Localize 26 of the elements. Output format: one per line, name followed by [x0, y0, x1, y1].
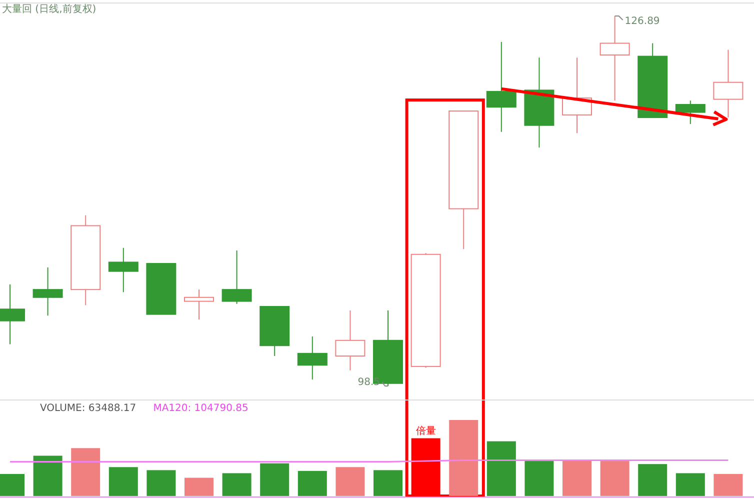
annotation: 98.5 [358, 377, 380, 388]
bar [146, 470, 176, 496]
bar [562, 460, 592, 496]
bar [71, 448, 100, 496]
text: MA120: 104790.85 [153, 403, 248, 414]
bar [449, 420, 478, 496]
text: VOLUME: 63488.17 [40, 403, 136, 414]
bar [184, 478, 214, 496]
bar [33, 456, 62, 496]
bar [714, 474, 743, 496]
bar [222, 473, 252, 496]
bar [411, 438, 440, 496]
chart-title: 大量回 (日线,前复权) [2, 3, 96, 15]
candlestick [184, 289, 214, 320]
bar [298, 470, 327, 496]
bar [374, 470, 402, 496]
bar [336, 467, 365, 496]
bar [600, 461, 630, 496]
bar [486, 441, 516, 496]
bar [524, 461, 554, 496]
annotation: 126.89 [624, 16, 660, 27]
bar [260, 463, 290, 496]
bar [638, 464, 668, 496]
bar [108, 467, 138, 496]
annotation: 倍量 [416, 425, 436, 438]
bar [676, 473, 705, 496]
